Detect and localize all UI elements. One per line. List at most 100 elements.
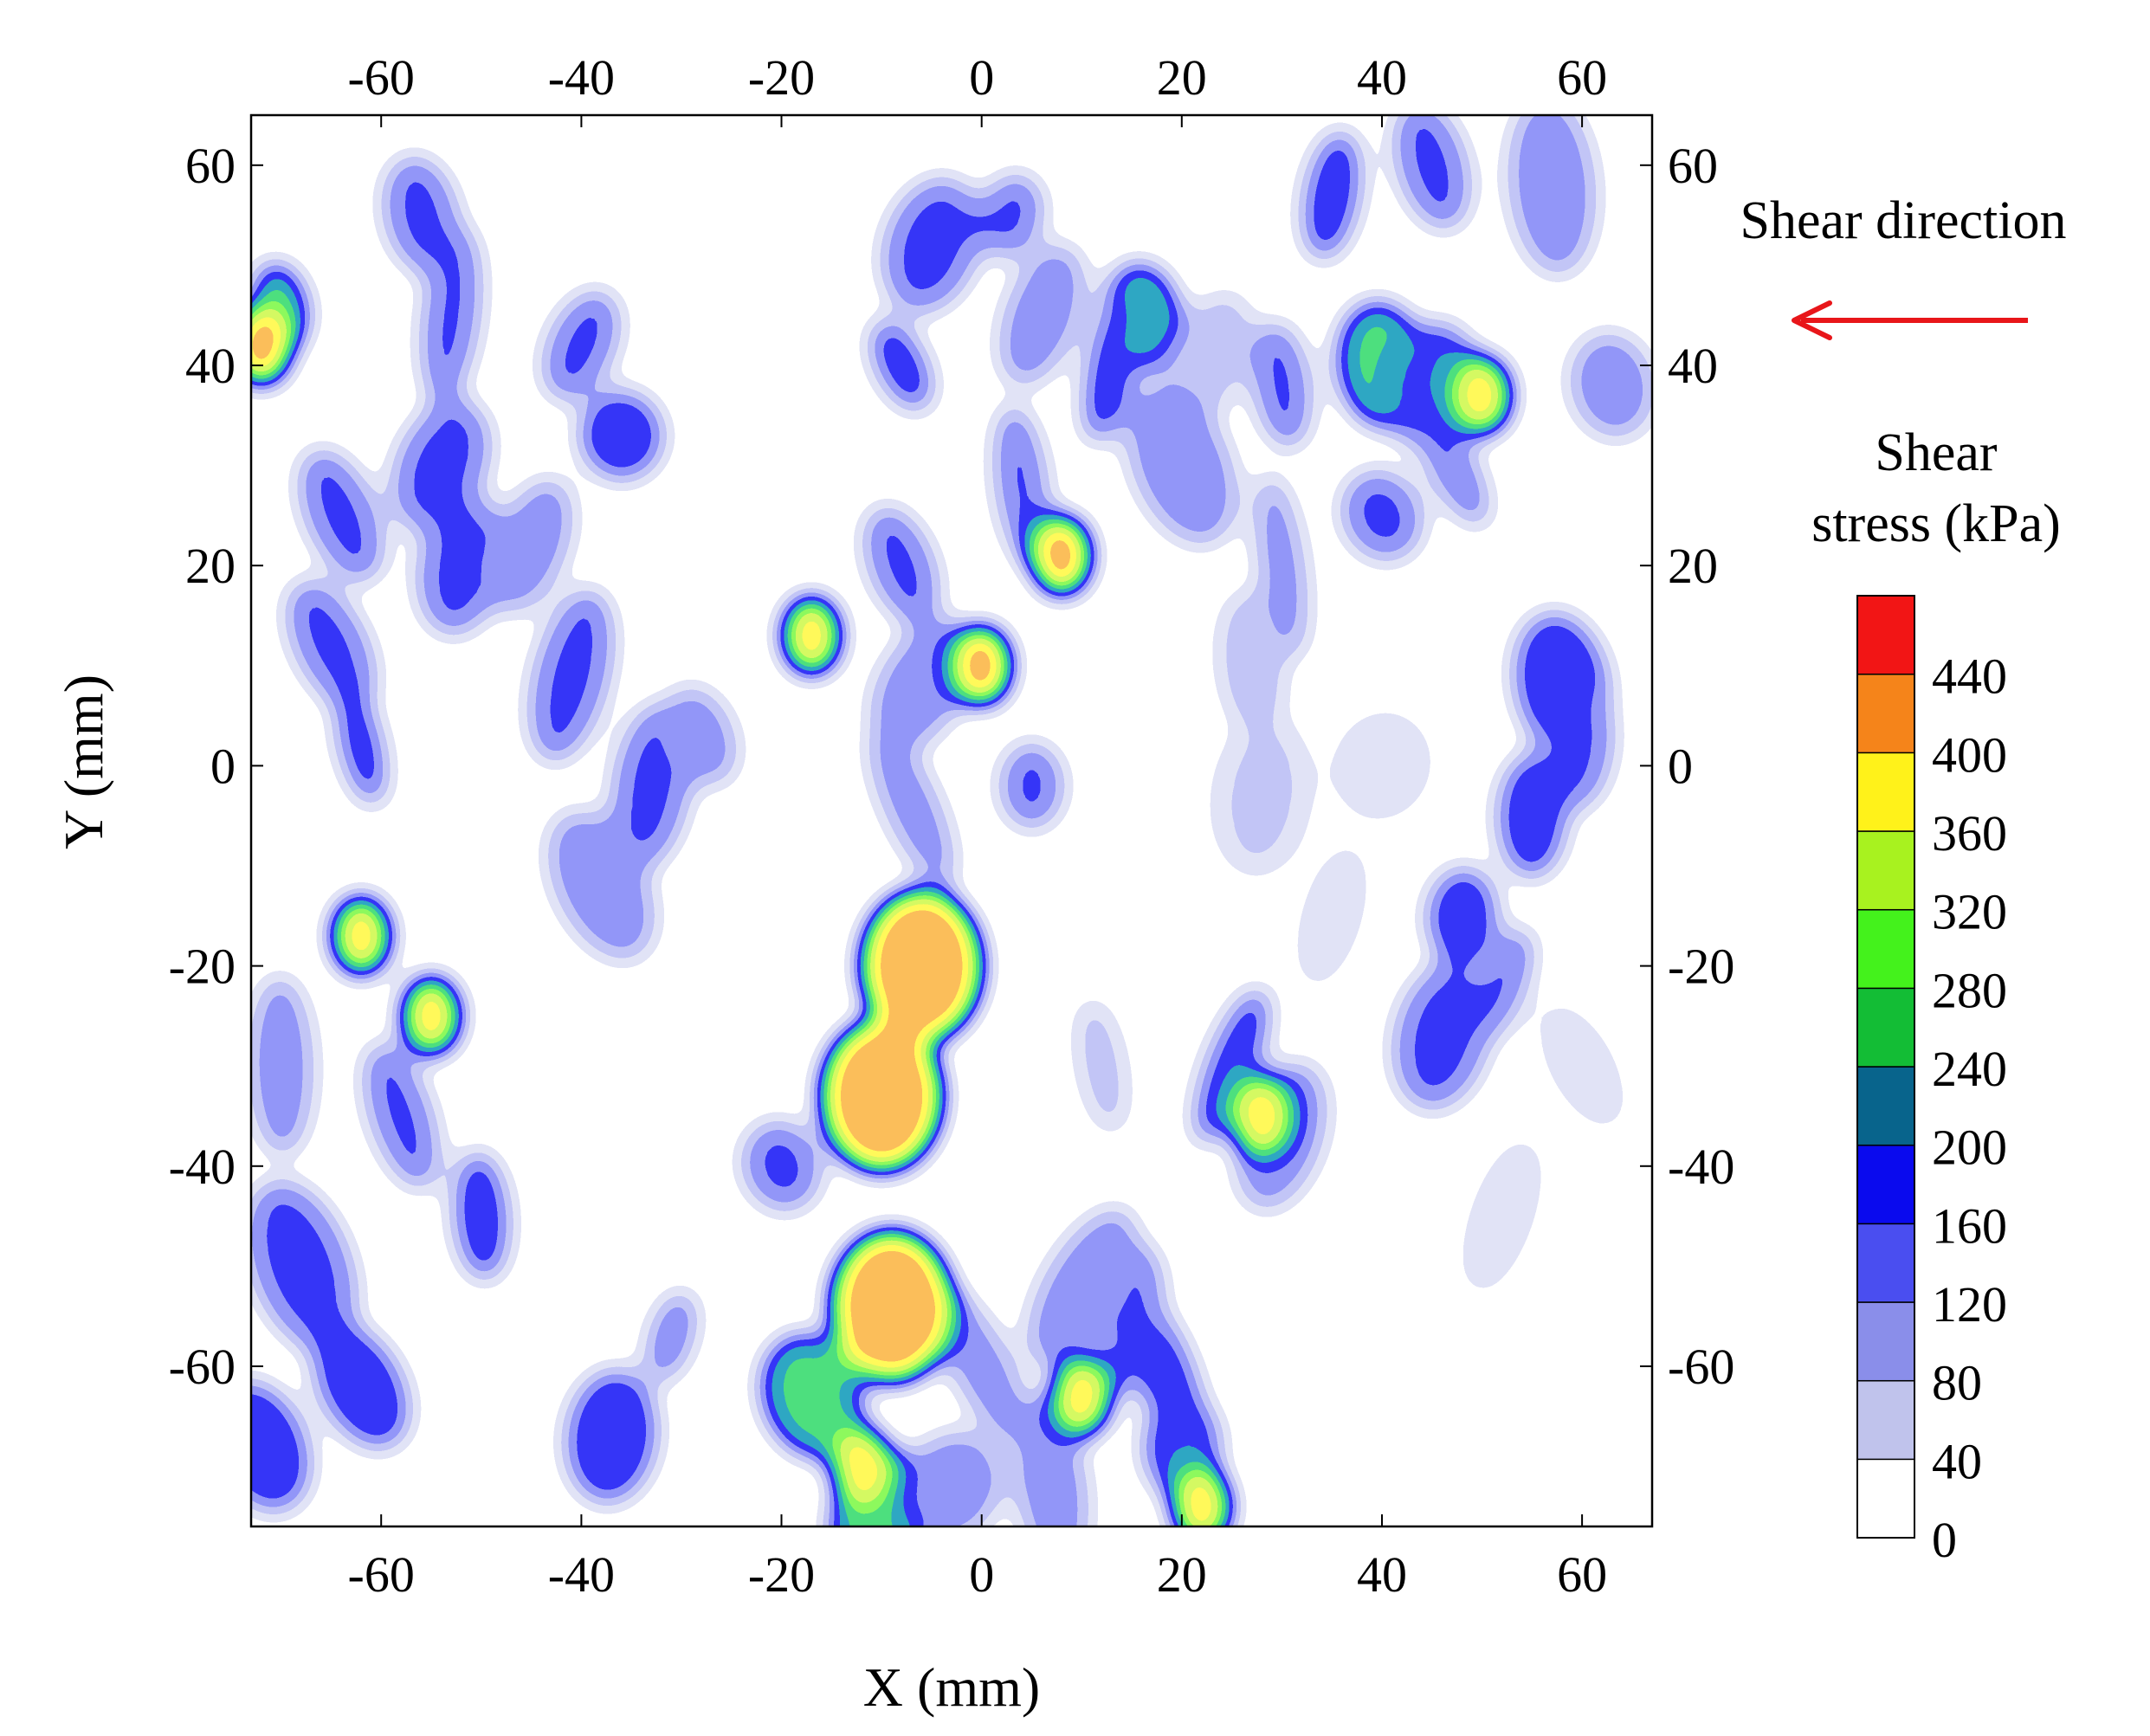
y-tick-label-left: 60 [185,138,236,194]
stress-zone-51 [1495,752,1569,881]
stress-zone-19 [311,1321,412,1451]
y-tick-label-left: -20 [169,939,236,995]
stress-zone-44 [1391,115,1473,232]
stress-zone-63 [900,1429,1004,1526]
stress-zone-10 [334,683,389,808]
x-tick-label-top: -60 [348,49,415,106]
colorbar-label: 120 [1932,1276,2007,1333]
stress-zone-23 [739,1119,823,1214]
stress-zone-16 [251,973,316,1159]
colorbar-label: 440 [1932,649,2007,705]
high-stress-region-7 [1452,355,1512,436]
stress-zone-6 [415,494,508,638]
stress-zone-24 [759,1333,864,1461]
high-stress-region-13 [1172,1466,1231,1526]
y-tick-label-right: 60 [1668,138,1718,194]
stress-zone-30 [978,171,1046,259]
stress-zone-7 [296,447,386,584]
stress-zone-9 [284,578,378,713]
stress-zone-11 [526,586,617,765]
colorbar-swatch [1856,595,1915,675]
colorbar-swatch [1856,1144,1915,1225]
stress-zone-21 [563,1367,660,1506]
colorbar-swatches [1856,595,1915,1539]
colorbar-swatch [1856,1301,1915,1382]
stress-zone-52 [1548,680,1616,811]
x-tick-label-bottom: -40 [548,1546,615,1603]
colorbar-swatch [1856,1458,1915,1539]
y-axis-title: Y (mm) [53,674,114,849]
colorbar-swatch [1856,673,1915,754]
colorbar-swatch [1856,1379,1915,1461]
colorbar-swatch [1856,1223,1915,1303]
plot-frame [249,113,1654,1528]
stress-zone-39 [1250,319,1314,451]
stress-zone-69 [1459,1135,1545,1297]
colorbar-swatch [1856,830,1915,911]
stress-zone-61 [932,1285,1031,1448]
y-tick-label-left: 20 [185,538,236,594]
high-stress-region-3 [782,596,842,676]
colorbar-label: 200 [1932,1120,2007,1176]
stress-zone-1 [577,388,666,482]
colorbar-swatch [1856,908,1915,990]
colorbar-label: 280 [1932,962,2007,1018]
stress-zone-55 [1391,959,1494,1113]
stress-zone-67 [1329,708,1435,823]
high-stress-region-11 [1052,1356,1112,1436]
colorbar-frame [1856,595,1915,1539]
x-tick-label-top: 60 [1557,49,1607,106]
axis-ticks [251,115,1652,1526]
y-tick-label-right: 40 [1668,338,1718,394]
stress-zone-53 [1424,865,1500,966]
colorbar-swatch [1856,752,1915,832]
x-tick-label-bottom: 60 [1557,1546,1607,1603]
y-tick-label-right: 0 [1668,738,1693,794]
stress-zone-43 [1413,403,1491,529]
stress-zone-27 [868,318,935,413]
y-tick-label-left: 0 [210,738,236,794]
stress-zone-29 [992,403,1051,569]
stress-zone-3 [540,287,623,403]
x-tick-label-top: 0 [969,49,994,106]
colorbar-label: 0 [1932,1512,1957,1568]
colorbar-title-line-1: Shear [1875,423,1998,482]
stress-zone-42 [1339,468,1425,564]
high-stress-region-10 [332,895,391,976]
colorbar-label: 240 [1932,1041,2007,1097]
x-tick-label-bottom: 20 [1157,1546,1207,1603]
stress-zone-33 [862,504,942,627]
stress-zone-45 [1505,115,1599,278]
y-tick-label-right: -60 [1668,1339,1734,1395]
stress-zone-41 [1383,320,1481,450]
colorbar-label: 400 [1932,726,2007,783]
stress-zone-48 [1215,589,1288,743]
high-stress-region-1 [821,1019,943,1172]
colorbar-swatch [1856,987,1915,1068]
stress-zone-13 [663,684,739,788]
stress-zone-4 [419,223,484,407]
colorbar-label: 80 [1932,1355,1982,1411]
shear-direction-arrow-icon [1792,300,2028,340]
y-tick-label-right: 20 [1668,538,1718,594]
stress-zone-25 [866,723,957,888]
x-tick-label-bottom: -20 [748,1546,815,1603]
stress-zone-49 [1210,713,1314,878]
stress-zone-59 [1024,1205,1139,1367]
colorbar-label: 320 [1932,884,2007,940]
y-tick-label-left: -40 [169,1139,236,1195]
colorbar-label: 160 [1932,1197,2007,1254]
shear-direction-label: Shear direction [1740,191,2066,250]
colorbar-legend: Shear stress (kPa) 0 40 80 120 160 200 240 280 3… [1811,423,2061,1568]
stress-zone-20 [251,1378,313,1514]
stress-zone-18 [251,1178,359,1355]
stress-zone-64 [1192,986,1272,1146]
high-stress-region-5 [952,625,1011,706]
stress-zone-46 [1567,330,1652,441]
stress-zone-35 [1081,285,1143,446]
colorbar-title-line-2: stress (kPa) [1811,494,2061,553]
stress-zone-22 [644,1289,698,1384]
high-stress-region-0 [861,889,983,1042]
colorbar-labels: 0 40 80 120 160 200 240 280 320 360 400 440 [1932,649,2007,1568]
